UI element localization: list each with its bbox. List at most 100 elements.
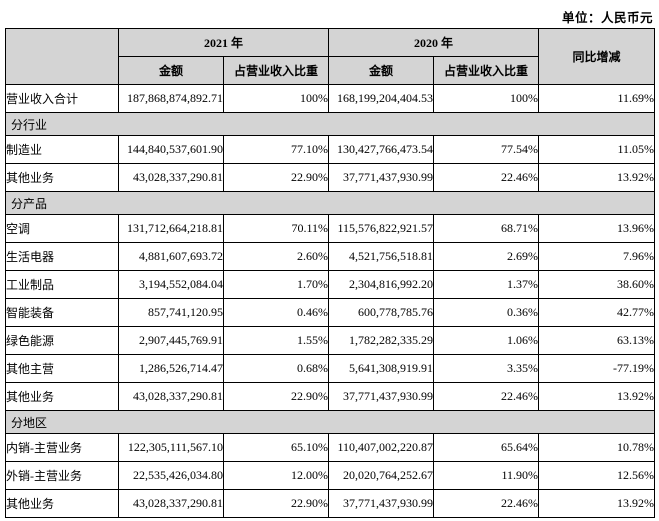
- proportion-2020-value: 100%: [433, 84, 540, 113]
- proportion-2020-value: 1.37%: [433, 270, 540, 299]
- yoy-change-header: 同比增减: [538, 28, 656, 85]
- table-row: 其他业务 43,028,337,290.81 22.90% 37,771,437,93…: [5, 489, 656, 518]
- amount-2021-value: 43,028,337,290.81: [118, 382, 224, 411]
- amount-2020-value: 110,407,002,220.87: [328, 433, 435, 462]
- yoy-change-value: 38.60%: [538, 270, 656, 299]
- blank-corner-cell: [5, 28, 119, 85]
- section-label: 分行业: [4, 112, 656, 136]
- proportion-2021-value: 22.90%: [222, 163, 330, 192]
- table-body: 营业收入合计 187,868,874,892.71 100% 168,199,204,…: [4, 84, 656, 518]
- table-row: 空调 131,712,664,218.81 70.11% 115,576,822,92…: [5, 214, 656, 243]
- currency-unit-label: 单位：人民币元: [561, 11, 653, 25]
- amount-2020-value: 5,641,308,919.91: [328, 354, 435, 383]
- row-label: 制造业: [5, 135, 119, 164]
- row-label: 其他业务: [5, 489, 119, 518]
- amount-2021-value: 4,881,607,693.72: [118, 242, 224, 271]
- yoy-change-value: 42.77%: [538, 298, 656, 327]
- amount-2021-value: 2,907,445,769.91: [118, 326, 224, 355]
- row-label: 内销-主营业务: [5, 433, 119, 462]
- table-header: 2021 年 2020 年 同比增减 金额 占营业收入比重 金额 占营业收入比重: [5, 28, 656, 85]
- yoy-change-value: 10.78%: [538, 433, 656, 462]
- proportion-2021-value: 22.90%: [222, 382, 330, 411]
- yoy-change-value: 12.56%: [538, 461, 656, 490]
- yoy-change-value: 63.13%: [538, 326, 656, 355]
- proportion-header-2021: 占营业收入比重: [222, 56, 330, 85]
- proportion-2020-value: 22.46%: [433, 163, 540, 192]
- revenue-breakdown-table: 2021 年 2020 年 同比增减 金额 占营业收入比重 金额 占营业收入比重…: [4, 28, 656, 518]
- amount-2021-value: 43,028,337,290.81: [118, 489, 224, 518]
- table-row: 生活电器 4,881,607,693.72 2.60% 4,521,756,518.8…: [5, 242, 656, 271]
- proportion-2021-value: 0.46%: [222, 298, 330, 327]
- table-row: 其他业务 43,028,337,290.81 22.90% 37,771,437,93…: [5, 163, 656, 192]
- row-label: 生活电器: [5, 242, 119, 271]
- amount-2020-value: 1,782,282,335.29: [328, 326, 435, 355]
- yoy-change-value: 13.92%: [538, 382, 656, 411]
- table-row: 绿色能源 2,907,445,769.91 1.55% 1,782,282,335.2…: [5, 326, 656, 355]
- proportion-2020-value: 11.90%: [433, 461, 540, 490]
- proportion-2020-value: 65.64%: [433, 433, 540, 462]
- row-label: 其他业务: [5, 163, 119, 192]
- proportion-header-2020: 占营业收入比重: [433, 56, 540, 85]
- proportion-2020-value: 22.46%: [433, 489, 540, 518]
- amount-2021-value: 43,028,337,290.81: [118, 163, 224, 192]
- row-label: 智能装备: [5, 298, 119, 327]
- section-row: 分行业: [4, 112, 656, 136]
- table-row: 其他主营 1,286,526,714.47 0.68% 5,641,308,919.9…: [5, 354, 656, 383]
- row-label: 营业收入合计: [5, 84, 119, 113]
- year-2020-header: 2020 年: [328, 28, 540, 57]
- proportion-2021-value: 100%: [222, 84, 330, 113]
- section-label: 分地区: [4, 410, 656, 434]
- amount-header-2020: 金额: [328, 56, 435, 85]
- proportion-2021-value: 77.10%: [222, 135, 330, 164]
- table-row: 外销-主营业务 22,535,426,034.80 12.00% 20,020,764…: [5, 461, 656, 490]
- amount-2020-value: 37,771,437,930.99: [328, 163, 435, 192]
- section-row: 分地区: [4, 410, 656, 434]
- amount-header-2021: 金额: [118, 56, 224, 85]
- table-row: 制造业 144,840,537,601.90 77.10% 130,427,766,4…: [5, 135, 656, 164]
- table-row: 智能装备 857,741,120.95 0.46% 600,778,785.76 0.3…: [5, 298, 656, 327]
- yoy-change-value: 7.96%: [538, 242, 656, 271]
- amount-2020-value: 168,199,204,404.53: [328, 84, 435, 113]
- amount-2021-value: 857,741,120.95: [118, 298, 224, 327]
- proportion-2021-value: 70.11%: [222, 214, 330, 243]
- proportion-2020-value: 77.54%: [433, 135, 540, 164]
- proportion-2020-value: 0.36%: [433, 298, 540, 327]
- amount-2020-value: 115,576,822,921.57: [328, 214, 435, 243]
- proportion-2020-value: 22.46%: [433, 382, 540, 411]
- header-row-years: 2021 年 2020 年 同比增减: [5, 28, 656, 85]
- proportion-2021-value: 22.90%: [222, 489, 330, 518]
- proportion-2020-value: 3.35%: [433, 354, 540, 383]
- proportion-2021-value: 65.10%: [222, 433, 330, 462]
- amount-2021-value: 3,194,552,084.04: [118, 270, 224, 299]
- amount-2020-value: 37,771,437,930.99: [328, 489, 435, 518]
- yoy-change-value: 11.05%: [538, 135, 656, 164]
- yoy-change-value: 13.92%: [538, 489, 656, 518]
- table-row: 工业制品 3,194,552,084.04 1.70% 2,304,816,992.2…: [5, 270, 656, 299]
- table-row: 内销-主营业务 122,305,111,567.10 65.10% 110,407,0…: [5, 433, 656, 462]
- proportion-2021-value: 12.00%: [222, 461, 330, 490]
- row-label: 外销-主营业务: [5, 461, 119, 490]
- amount-2020-value: 20,020,764,252.67: [328, 461, 435, 490]
- yoy-change-value: 13.92%: [538, 163, 656, 192]
- yoy-change-value: -77.19%: [538, 354, 656, 383]
- proportion-2021-value: 2.60%: [222, 242, 330, 271]
- row-label: 绿色能源: [5, 326, 119, 355]
- amount-2020-value: 2,304,816,992.20: [328, 270, 435, 299]
- amount-2021-value: 122,305,111,567.10: [118, 433, 224, 462]
- amount-2020-value: 4,521,756,518.81: [328, 242, 435, 271]
- proportion-2021-value: 1.55%: [222, 326, 330, 355]
- section-row: 分产品: [4, 191, 656, 215]
- amount-2020-value: 37,771,437,930.99: [328, 382, 435, 411]
- row-label: 其他主营: [5, 354, 119, 383]
- proportion-2020-value: 2.69%: [433, 242, 540, 271]
- amount-2021-value: 22,535,426,034.80: [118, 461, 224, 490]
- table-row: 其他业务 43,028,337,290.81 22.90% 37,771,437,93…: [5, 382, 656, 411]
- proportion-2020-value: 1.06%: [433, 326, 540, 355]
- row-label: 工业制品: [5, 270, 119, 299]
- amount-2021-value: 131,712,664,218.81: [118, 214, 224, 243]
- year-2021-header: 2021 年: [117, 28, 330, 57]
- amount-2021-value: 187,868,874,892.71: [118, 84, 224, 113]
- amount-2020-value: 600,778,785.76: [328, 298, 435, 327]
- row-label: 空调: [5, 214, 119, 243]
- table-row: 营业收入合计 187,868,874,892.71 100% 168,199,204,…: [5, 84, 656, 113]
